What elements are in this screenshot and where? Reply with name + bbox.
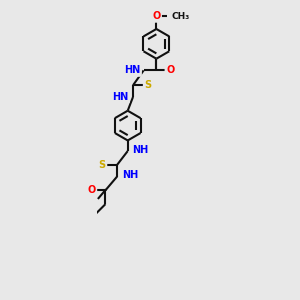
Text: HN: HN [112, 92, 128, 102]
Text: O: O [88, 185, 96, 195]
Text: O: O [152, 11, 160, 21]
Text: S: S [144, 80, 152, 90]
Text: NH: NH [132, 145, 148, 155]
Text: HN: HN [124, 65, 140, 75]
Text: O: O [166, 65, 174, 75]
Text: S: S [99, 160, 106, 170]
Text: NH: NH [122, 170, 138, 181]
Text: CH₃: CH₃ [171, 12, 190, 21]
